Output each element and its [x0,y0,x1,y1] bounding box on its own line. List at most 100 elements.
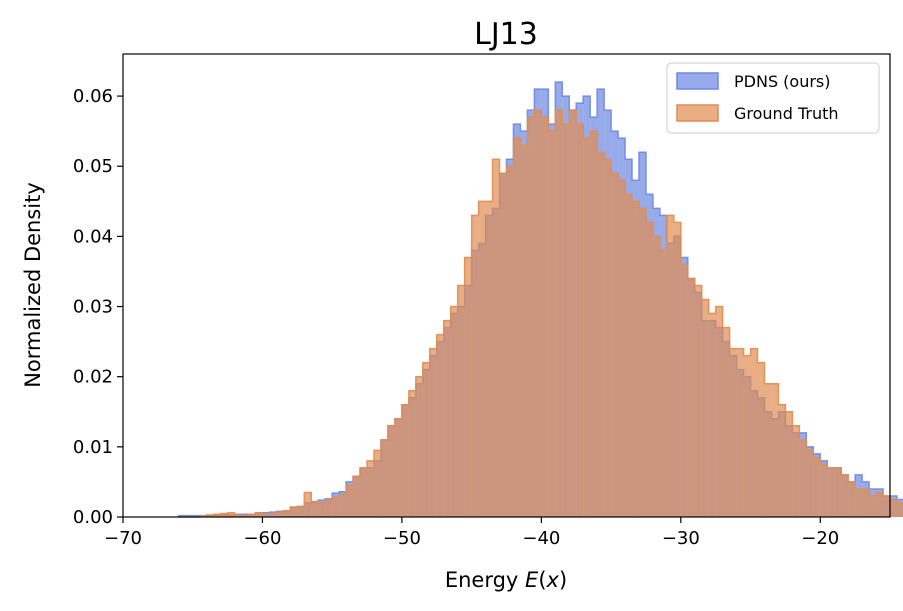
bar [848,481,856,517]
bar [227,512,235,517]
bar [820,464,828,517]
bar [408,390,416,517]
bar [492,159,500,517]
y-tick-label: 0.02 [73,367,113,388]
bar [541,117,549,518]
x-tick-label: −60 [243,528,281,549]
bar [666,215,674,517]
bar [729,348,737,517]
bar [583,138,591,517]
y-tick-label: 0.03 [73,297,113,318]
bar [569,110,577,517]
bar [736,348,744,517]
bar [401,404,409,517]
bar [625,194,633,517]
y-tick-label: 0.06 [73,86,113,107]
x-tick-label: −30 [662,528,700,549]
bar [262,514,270,517]
bar [206,514,214,517]
bar [743,355,751,517]
legend-swatch-pdns [676,72,719,90]
legend: PDNS (ours) Ground Truth [666,62,880,134]
bar [220,513,228,517]
bar [234,514,242,517]
series-1 [178,109,903,518]
bar [785,411,793,517]
bar [562,124,570,517]
bar [471,215,479,517]
bar [318,502,326,517]
bar [429,348,437,517]
bar [827,467,835,517]
plot-frame [122,53,891,518]
bar [297,506,305,517]
bar [792,425,800,517]
bar [276,512,284,517]
bar [548,131,556,517]
bar [708,313,716,517]
y-tick-label: 0.00 [73,507,113,528]
bar [464,257,472,517]
y-tick-label: 0.01 [73,437,113,458]
bar [841,474,849,517]
bar [764,383,772,517]
bar [638,208,646,518]
bar [290,507,298,517]
bar [715,306,723,517]
x-tick-label: −70 [104,528,142,549]
bar [436,334,444,517]
legend-label-pdns: PDNS (ours) [734,72,831,91]
bar [694,285,702,517]
bar [645,222,653,517]
bar [339,494,347,517]
y-axis-label: Normalized Density [21,182,45,388]
bar [255,512,263,517]
bar [659,250,667,517]
bar [806,450,814,517]
bar [534,110,542,517]
bar [883,495,890,517]
bar [632,201,639,517]
bar [869,495,877,517]
bar [855,488,863,517]
bar [506,166,514,517]
bar [499,173,507,517]
x-tick-label: −40 [522,528,560,549]
bar [555,110,563,517]
bar [415,376,423,517]
bar [513,138,521,517]
bar [325,499,333,517]
bar [604,159,612,517]
bar [367,460,375,517]
bar [332,497,340,517]
bar [374,450,381,517]
bar [485,201,493,517]
bar [771,383,779,517]
bar [611,173,619,517]
bar [799,439,807,517]
y-tick-label: 0.04 [73,226,113,247]
bar [750,348,758,517]
bar [862,488,870,517]
bar [443,320,451,517]
bar [701,299,709,517]
bar [304,492,312,517]
bar [527,117,535,518]
bar [834,467,842,517]
bar [813,457,821,517]
bar [360,467,368,517]
bar [450,306,458,517]
bar [652,236,660,518]
bar [311,501,319,517]
bar [269,513,277,517]
bar [687,278,695,517]
bar [213,514,221,517]
bar [353,476,361,517]
y-tick-label: 0.05 [73,156,113,177]
bar [680,264,688,517]
bar [248,514,256,517]
bar [387,425,395,517]
bar [380,439,388,517]
bar [394,418,402,517]
bar [673,222,681,517]
